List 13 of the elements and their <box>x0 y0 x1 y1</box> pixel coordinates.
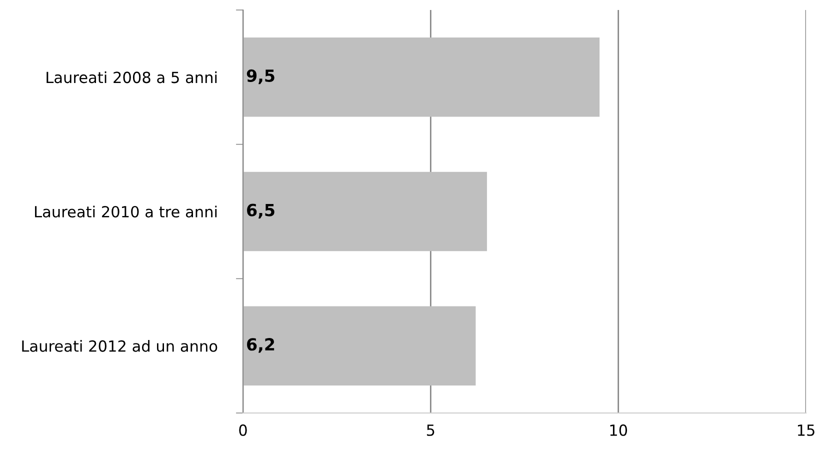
y-tick-label: Laureati 2010 a tre anni <box>35 206 217 218</box>
x-tick-label: 10 <box>610 424 628 436</box>
bar <box>243 172 487 252</box>
data-label: 9,5 <box>246 69 274 84</box>
x-tick-label: 0 <box>239 424 247 436</box>
bar <box>243 38 600 117</box>
x-tick-label: 15 <box>798 424 814 436</box>
data-label: 6,5 <box>247 204 274 218</box>
y-tick-label: Laureati 2008 a 5 anni <box>46 71 217 84</box>
bar <box>243 306 476 386</box>
x-tick-label: 5 <box>426 424 434 436</box>
y-tick-label: Laureati 2012 ad un anno <box>22 340 218 352</box>
data-label: 6,2 <box>247 338 274 353</box>
